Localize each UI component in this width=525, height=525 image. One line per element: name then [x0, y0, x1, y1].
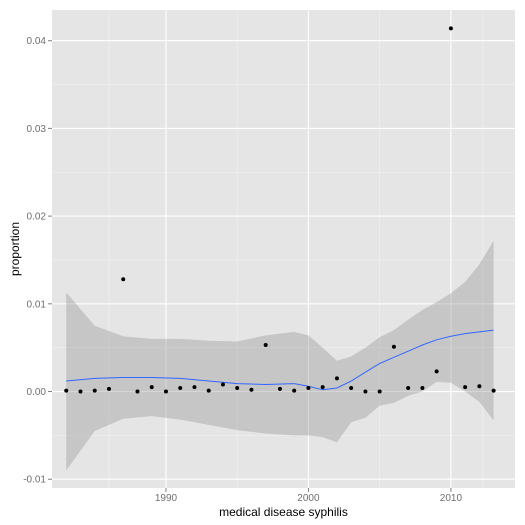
- data-point: [163, 389, 168, 394]
- data-point: [334, 376, 339, 381]
- y-tick-label: 0.01: [27, 299, 47, 310]
- data-point: [320, 385, 325, 390]
- y-tick-label: 0.00: [27, 387, 47, 398]
- data-points: [64, 26, 496, 394]
- y-tick-label: 0.03: [27, 124, 47, 135]
- data-point: [277, 386, 282, 391]
- data-point: [263, 343, 268, 348]
- data-point: [78, 389, 83, 394]
- data-point: [235, 386, 240, 391]
- data-point: [306, 386, 311, 391]
- data-point: [406, 386, 411, 391]
- data-point: [391, 344, 396, 349]
- data-point: [463, 385, 468, 390]
- y-axis-title: proportion: [8, 222, 22, 276]
- grid-major-lines: [52, 10, 515, 488]
- x-tick-label: 1990: [155, 493, 178, 504]
- y-tick-label: 0.04: [27, 36, 47, 47]
- data-point: [135, 389, 140, 394]
- data-point: [192, 385, 197, 390]
- data-point: [92, 388, 97, 393]
- data-point: [491, 388, 496, 393]
- data-point: [420, 386, 425, 391]
- plot-panel: [52, 10, 515, 488]
- data-point: [377, 389, 382, 394]
- data-point: [220, 382, 225, 387]
- data-point: [477, 384, 482, 389]
- data-point: [363, 389, 368, 394]
- data-point: [349, 386, 354, 391]
- x-tick-label: 2000: [297, 493, 320, 504]
- data-point: [448, 26, 453, 31]
- data-point: [249, 387, 254, 392]
- data-point: [178, 386, 183, 391]
- data-point: [206, 388, 211, 393]
- y-axis: -0.01 0.00 0.01 0.02 0.03 0.04: [23, 36, 52, 486]
- confidence-ribbon: [66, 240, 494, 471]
- data-point: [292, 388, 297, 393]
- grid-minor-lines: [52, 10, 515, 488]
- data-point: [434, 369, 439, 374]
- data-point: [106, 386, 111, 391]
- data-point: [64, 388, 69, 393]
- x-axis-title: medical disease syphilis: [219, 505, 348, 519]
- x-axis: 1990 2000 2010: [155, 488, 463, 504]
- x-tick-label: 2010: [440, 493, 463, 504]
- y-tick-label: 0.02: [27, 212, 47, 223]
- data-point: [121, 277, 126, 282]
- data-point: [149, 385, 154, 390]
- smooth-trend-line: [66, 329, 494, 391]
- y-tick-label: -0.01: [23, 475, 46, 486]
